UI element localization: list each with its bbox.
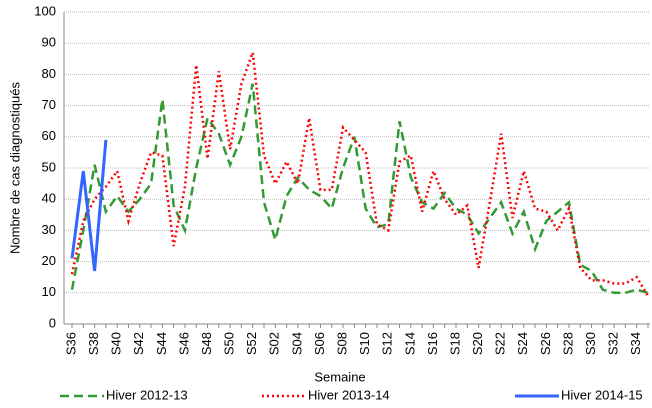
series-line (70, 139, 108, 272)
y-tick-label: 20 (42, 253, 56, 268)
y-tick-label: 100 (34, 3, 56, 18)
x-tick-label: S10 (357, 332, 372, 355)
x-tick-label: S50 (222, 332, 237, 355)
x-tick-label: S36 (63, 332, 78, 355)
y-tick-label: 10 (42, 284, 56, 299)
x-tick-label: S28 (560, 332, 575, 355)
y-tick-label: 0 (49, 315, 56, 330)
y-tick-label: 70 (42, 97, 56, 112)
x-tick-label: S34 (628, 332, 643, 355)
x-tick-label: S16 (425, 332, 440, 355)
y-tick-label: 80 (42, 66, 56, 81)
x-tick-label: S04 (289, 332, 304, 355)
x-tick-label: S06 (312, 332, 327, 355)
x-tick-label: S52 (244, 332, 259, 355)
x-tick-label: S32 (606, 332, 621, 355)
legend-label: Hiver 2013-14 (308, 387, 390, 402)
y-tick-label: 90 (42, 35, 56, 50)
x-tick-label: S14 (402, 332, 417, 355)
x-axis-title: Semaine (314, 369, 365, 384)
y-tick-label: 30 (42, 222, 56, 237)
x-tick-label: S42 (131, 332, 146, 355)
legend-label: Hiver 2012-13 (106, 387, 188, 402)
x-tick-label: S44 (154, 332, 169, 355)
y-tick-label: 40 (42, 191, 56, 206)
x-tick-label: S22 (493, 332, 508, 355)
x-tick-label: S38 (86, 332, 101, 355)
x-tick-label: S18 (447, 332, 462, 355)
x-tick-label: S12 (380, 332, 395, 355)
x-tick-label: S08 (334, 332, 349, 355)
y-axis-title: Nombre de cas diagnostiqués (7, 82, 22, 254)
x-tick-label: S26 (538, 332, 553, 355)
x-tick-label: S48 (199, 332, 214, 355)
x-tick-label: S20 (470, 332, 485, 355)
x-tick-label: S02 (267, 332, 282, 355)
series-line (70, 52, 650, 297)
y-tick-label: 60 (42, 128, 56, 143)
x-tick-label: S40 (109, 332, 124, 355)
x-tick-label: S30 (583, 332, 598, 355)
x-tick-label: S46 (176, 332, 191, 355)
x-tick-label: S24 (515, 332, 530, 355)
legend-label: Hiver 2014-15 (561, 387, 643, 402)
y-tick-label: 50 (42, 159, 56, 174)
